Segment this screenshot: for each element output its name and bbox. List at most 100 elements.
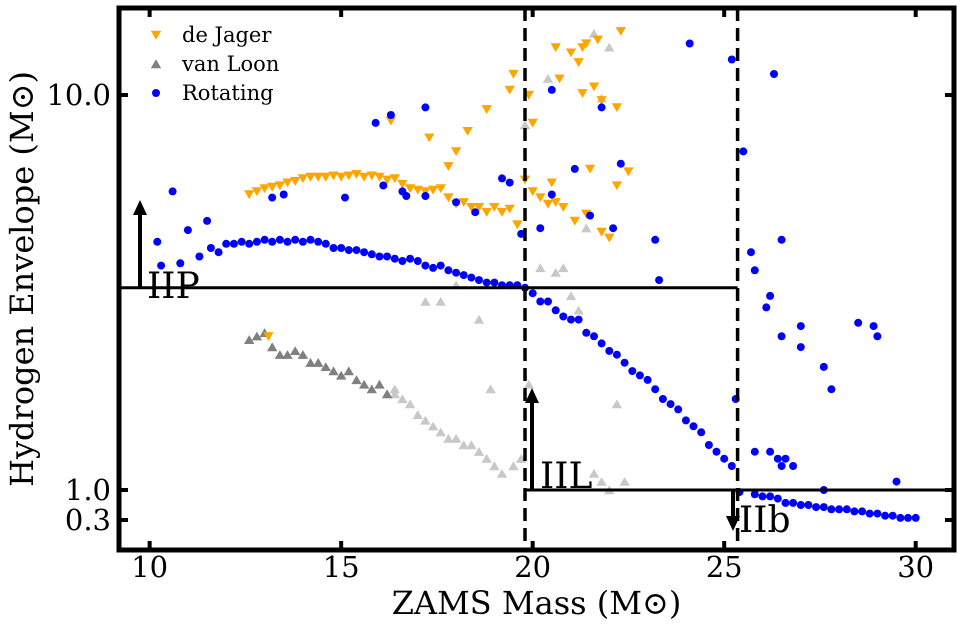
de-jager-point	[305, 172, 316, 182]
de-jager-point	[615, 27, 626, 36]
de-jager-point	[244, 190, 255, 200]
rotating-point	[681, 416, 690, 425]
rotating-point	[421, 192, 430, 200]
de-jager-point	[351, 170, 362, 179]
van-loon-faded-point	[473, 447, 485, 456]
rotating-point	[402, 192, 411, 200]
de-jager-point	[427, 185, 439, 195]
rotating-point	[559, 312, 568, 321]
rotating-point	[268, 193, 277, 202]
rotating-point	[770, 70, 778, 78]
rotating-point	[739, 147, 748, 156]
de-jager-point	[450, 147, 462, 156]
rotating-point	[750, 490, 759, 499]
rotating-point	[413, 257, 422, 265]
rotating-point	[750, 447, 759, 456]
rotating-point	[203, 216, 212, 225]
rotating-point	[819, 503, 828, 512]
de-jager-point	[535, 193, 546, 203]
de-jager-point	[374, 172, 385, 182]
rotating-point	[475, 276, 483, 285]
de-jager-point	[565, 48, 577, 58]
legend: de Jager van Loon Rotating	[150, 23, 279, 105]
legend-label-van-loon: van Loon	[181, 52, 279, 76]
rotating-point	[360, 248, 369, 257]
rotating-point	[298, 237, 307, 246]
de-jager-point	[473, 203, 485, 212]
de-jager-point	[550, 198, 561, 207]
van-loon-point	[336, 370, 347, 380]
van-loon-faded-point	[596, 477, 607, 486]
rotating-point	[655, 276, 664, 285]
van-loon-faded-point	[550, 268, 561, 277]
de-jager-point	[313, 172, 324, 182]
rotating-point	[536, 224, 545, 233]
rotating-point	[643, 375, 652, 384]
legend-label-de-jager: de Jager	[182, 23, 272, 47]
de-jager-point	[412, 185, 423, 195]
rotating-point	[444, 266, 453, 275]
rotating-point	[842, 505, 851, 514]
rotating-point	[609, 224, 618, 233]
rotating-point	[229, 239, 238, 248]
de-jager-point	[577, 89, 588, 98]
rotating-point	[766, 492, 775, 501]
rotating-point	[574, 315, 583, 324]
de-jager-point	[604, 233, 615, 243]
rotating-point	[747, 248, 755, 257]
de-jager-point	[343, 171, 354, 181]
van-loon-point	[343, 366, 354, 376]
de-jager-point	[274, 181, 286, 191]
van-loon-point	[267, 342, 278, 352]
de-jager-point	[496, 208, 508, 217]
x-axis-title: ZAMS Mass (M⊙)	[392, 584, 682, 622]
rotating-point	[517, 229, 526, 238]
de-jager-point	[481, 208, 492, 217]
van-loon-faded-point	[604, 42, 615, 52]
legend-marker-de-jager	[150, 30, 162, 40]
van-loon-faded-point	[489, 461, 500, 471]
de-jager-point	[527, 187, 538, 197]
rotating-point	[168, 187, 177, 196]
de-jager-point	[550, 43, 561, 53]
de-jager-point	[336, 172, 347, 182]
rotating-point	[567, 315, 575, 324]
de-jager-point	[420, 187, 431, 197]
rotating-point	[651, 235, 660, 244]
rotating-point	[252, 237, 261, 246]
rotating-point	[781, 454, 790, 463]
de-jager-point	[404, 184, 416, 194]
axes: 10 15 20 25 30 0.31.0 10.0 ZAMS Mass (M⊙) Hydrog…	[3, 5, 957, 622]
rotating-point	[490, 278, 499, 287]
van-loon-faded-point	[466, 440, 477, 450]
rotating-point	[590, 332, 598, 341]
rotating-point	[421, 103, 430, 112]
van-loon-faded-point	[427, 421, 439, 431]
de-jager-point	[328, 171, 339, 181]
van-loon-faded-point	[420, 415, 431, 425]
rotating-point	[858, 507, 867, 516]
de-jager-point	[381, 175, 393, 185]
rotating-point	[850, 507, 859, 516]
rotating-point	[869, 322, 878, 331]
rotating-point	[911, 513, 920, 522]
de-jager-point	[458, 198, 469, 207]
van-loon-point	[366, 384, 377, 394]
van-loon-point	[297, 350, 309, 359]
iil-arrow	[525, 388, 539, 490]
rotating-point	[321, 239, 330, 248]
rotating-point	[796, 501, 805, 509]
iib-arrow-head	[726, 516, 740, 531]
rotating-point	[386, 111, 395, 119]
rotating-point	[195, 252, 204, 261]
y-tick-label: 10.0	[46, 78, 111, 112]
de-jager-point	[596, 227, 607, 237]
de-jager-point	[397, 179, 408, 189]
rotating-point	[804, 501, 813, 509]
de-jager-point	[569, 216, 580, 226]
van-loon-faded-point	[458, 440, 469, 450]
van-loon-faded-point	[588, 469, 600, 478]
rotating-point	[429, 263, 438, 272]
van-loon-point	[351, 375, 362, 385]
